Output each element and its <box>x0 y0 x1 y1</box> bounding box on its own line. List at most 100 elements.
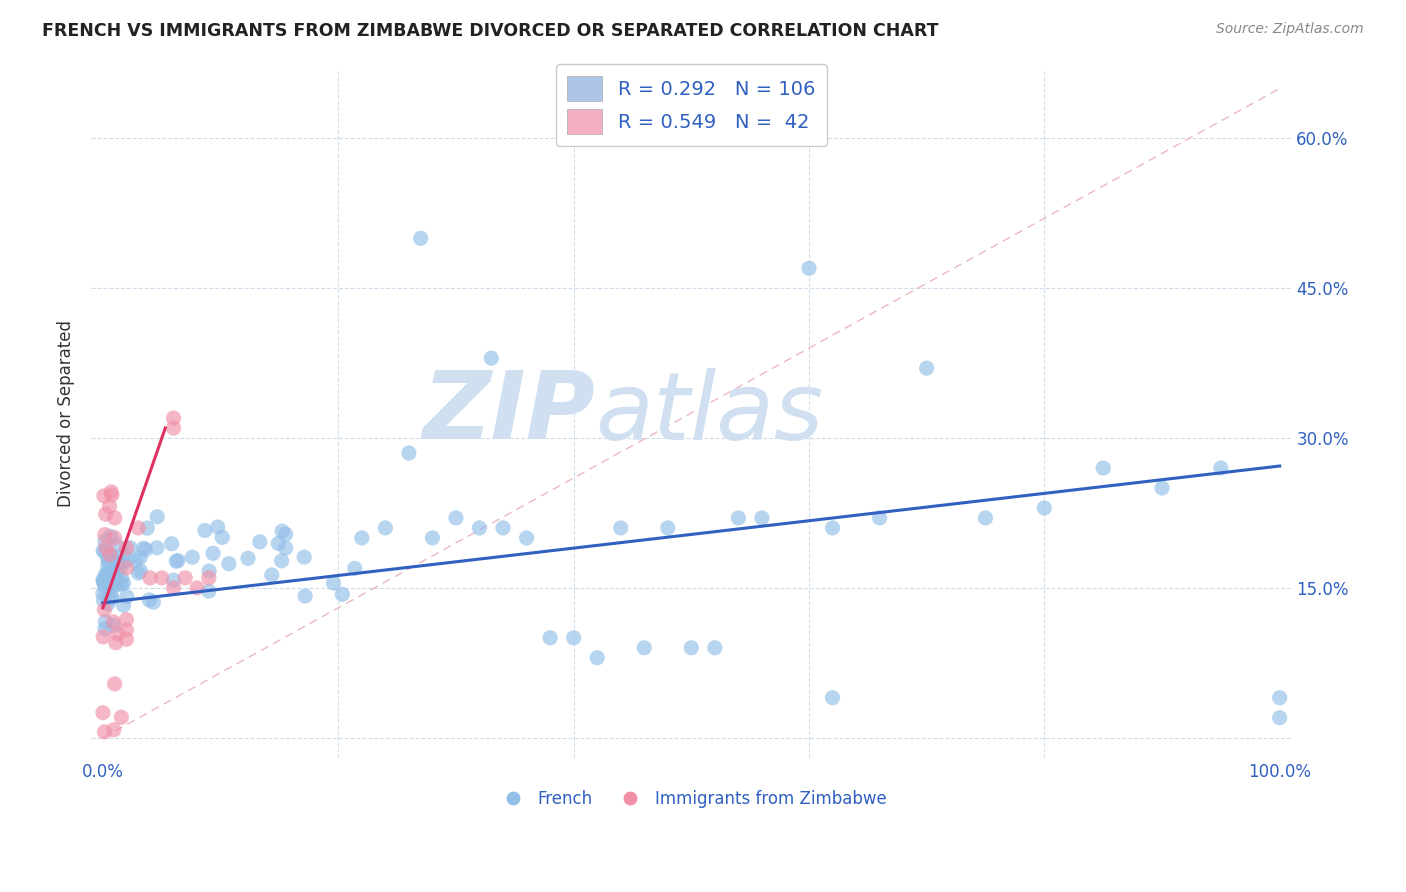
Point <box>100 549 122 563</box>
Point <box>468 521 491 535</box>
Point <box>97 558 120 573</box>
Point <box>330 587 353 601</box>
Point <box>681 640 703 655</box>
Point <box>181 550 204 565</box>
Point <box>110 710 132 724</box>
Point <box>538 631 561 645</box>
Point <box>93 574 115 589</box>
Point <box>167 553 190 567</box>
Point <box>108 561 131 575</box>
Y-axis label: Divorced or Separated: Divorced or Separated <box>58 319 75 507</box>
Point <box>249 534 271 549</box>
Point <box>146 541 169 555</box>
Point <box>115 613 138 627</box>
Point <box>132 541 155 556</box>
Text: ZIP: ZIP <box>422 368 595 459</box>
Point <box>91 706 114 720</box>
Point <box>267 536 290 550</box>
Point <box>703 640 725 655</box>
Point <box>111 556 134 570</box>
Point <box>115 590 138 604</box>
Point <box>100 484 122 499</box>
Point <box>115 623 138 637</box>
Point <box>93 603 115 617</box>
Point <box>110 571 132 585</box>
Point <box>97 566 120 580</box>
Point <box>93 593 115 607</box>
Point <box>101 564 124 578</box>
Point <box>103 573 125 587</box>
Point <box>129 564 152 578</box>
Point <box>115 541 138 555</box>
Point <box>1209 461 1232 475</box>
Point <box>422 531 444 545</box>
Point <box>94 622 117 636</box>
Point <box>915 361 938 376</box>
Point <box>104 511 127 525</box>
Point <box>398 446 420 460</box>
Point <box>94 541 117 555</box>
Point <box>94 507 117 521</box>
Point <box>101 488 124 502</box>
Point <box>98 578 121 592</box>
Point <box>1092 461 1115 475</box>
Point <box>727 511 749 525</box>
Point <box>98 500 121 514</box>
Point <box>98 552 121 566</box>
Legend: French, Immigrants from Zimbabwe: French, Immigrants from Zimbabwe <box>489 783 893 814</box>
Point <box>202 546 225 560</box>
Point <box>104 636 127 650</box>
Point <box>609 521 631 535</box>
Point <box>129 550 152 565</box>
Point <box>124 553 146 567</box>
Point <box>274 541 297 555</box>
Point <box>98 581 121 595</box>
Point <box>94 575 117 590</box>
Point <box>292 550 315 565</box>
Point <box>127 566 149 580</box>
Point <box>162 581 184 595</box>
Point <box>100 529 122 543</box>
Point <box>117 553 139 567</box>
Point <box>97 551 120 566</box>
Point <box>236 551 259 566</box>
Point <box>294 589 316 603</box>
Point <box>274 527 297 541</box>
Point <box>104 531 127 545</box>
Point <box>194 524 217 538</box>
Point <box>97 591 120 606</box>
Point <box>96 567 118 582</box>
Point <box>104 677 127 691</box>
Point <box>492 521 515 535</box>
Point <box>100 566 122 580</box>
Point <box>91 586 114 600</box>
Point <box>103 723 125 737</box>
Point <box>260 568 283 582</box>
Point <box>444 511 467 525</box>
Point <box>270 554 292 568</box>
Point <box>105 570 128 584</box>
Point <box>118 541 141 555</box>
Text: FRENCH VS IMMIGRANTS FROM ZIMBABWE DIVORCED OR SEPARATED CORRELATION CHART: FRENCH VS IMMIGRANTS FROM ZIMBABWE DIVOR… <box>42 22 939 40</box>
Point <box>127 521 149 535</box>
Point <box>1150 481 1173 495</box>
Point <box>1033 500 1056 515</box>
Point <box>821 690 844 705</box>
Point <box>91 573 114 587</box>
Point <box>1268 711 1291 725</box>
Point <box>751 511 773 525</box>
Point <box>115 561 138 575</box>
Point <box>322 576 344 591</box>
Point <box>165 554 187 568</box>
Point <box>562 631 585 645</box>
Point <box>198 571 221 585</box>
Point <box>174 571 197 585</box>
Point <box>93 489 115 503</box>
Point <box>146 509 169 524</box>
Point <box>142 595 165 609</box>
Point <box>271 524 294 538</box>
Point <box>198 584 221 599</box>
Point <box>94 527 117 541</box>
Point <box>105 539 128 553</box>
Point <box>343 561 366 575</box>
